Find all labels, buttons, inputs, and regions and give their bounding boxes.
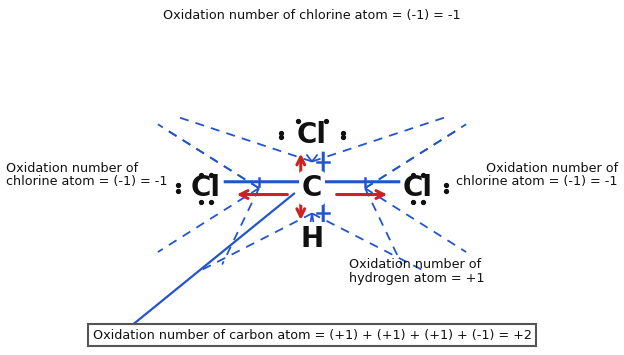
- Text: Oxidation number of: Oxidation number of: [349, 258, 482, 271]
- Text: chlorine atom = (-1) = -1: chlorine atom = (-1) = -1: [6, 175, 168, 188]
- Text: Oxidation number of chlorine atom = (-1) = -1: Oxidation number of chlorine atom = (-1)…: [163, 9, 461, 22]
- Text: Oxidation number of carbon atom = (+1) + (+1) + (+1) + (-1) = +2: Oxidation number of carbon atom = (+1) +…: [92, 328, 532, 342]
- Text: hydrogen atom = +1: hydrogen atom = +1: [349, 273, 485, 285]
- Text: Cl: Cl: [191, 174, 221, 202]
- Text: Oxidation number of: Oxidation number of: [485, 162, 618, 175]
- Text: chlorine atom = (-1) = -1: chlorine atom = (-1) = -1: [456, 175, 618, 188]
- Text: H: H: [300, 225, 324, 253]
- Text: Cl: Cl: [403, 174, 433, 202]
- Text: C: C: [302, 174, 322, 202]
- Text: Cl: Cl: [297, 121, 327, 149]
- Text: Oxidation number of: Oxidation number of: [6, 162, 139, 175]
